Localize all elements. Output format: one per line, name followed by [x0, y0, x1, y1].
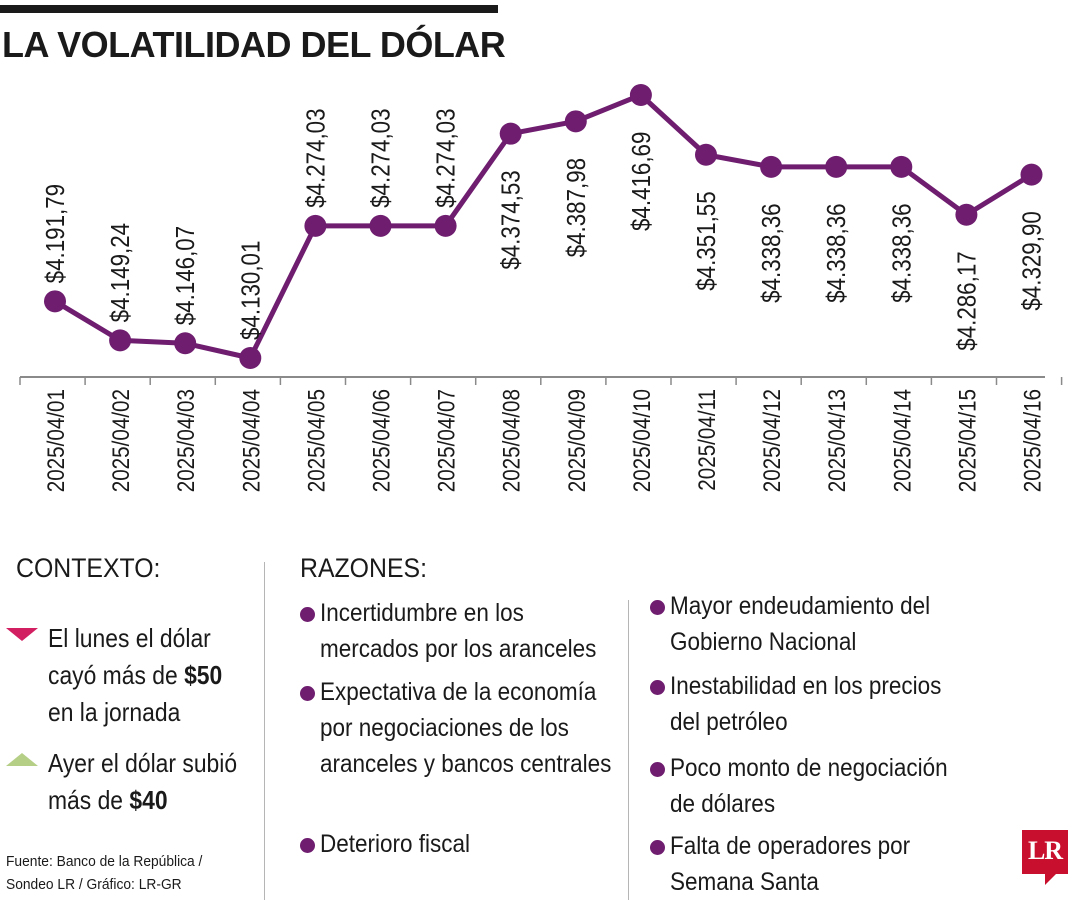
data-point	[174, 332, 197, 355]
bullet-dot-icon	[650, 600, 665, 615]
data-label: $4.351,55	[692, 191, 721, 290]
data-point	[825, 155, 848, 178]
data-label: $4.149,24	[107, 223, 136, 322]
lr-logo-tail	[1045, 873, 1057, 885]
data-label: $4.274,03	[432, 108, 461, 207]
contexto-heading: CONTEXTO:	[16, 553, 161, 583]
bullet-dot-icon	[650, 840, 665, 855]
x-tick-label: 2025/04/07	[433, 389, 460, 492]
x-tick-label: 2025/04/01	[43, 389, 70, 492]
data-point	[629, 84, 652, 106]
x-tick-label: 2025/04/12	[759, 389, 786, 492]
data-point	[499, 122, 522, 145]
lr-logo: LR	[1022, 830, 1068, 874]
x-tick-label: 2025/04/15	[954, 389, 981, 492]
data-point	[434, 214, 457, 237]
data-label: $4.416,69	[627, 132, 656, 231]
x-tick-label: 2025/04/02	[108, 389, 135, 492]
data-point	[1020, 163, 1043, 186]
data-label: $4.338,36	[888, 203, 917, 302]
x-tick-label: 2025/04/16	[1019, 389, 1046, 492]
data-label: $4.338,36	[758, 203, 787, 302]
context-item-down: El lunes el dólar cayó más de $50 en la …	[6, 620, 256, 730]
x-tick-label: 2025/04/06	[368, 389, 395, 492]
chart-title: LA VOLATILIDAD DEL DÓLAR	[2, 24, 506, 65]
data-point	[44, 290, 66, 313]
context-text-down: El lunes el dólar cayó más de $50 en la …	[48, 623, 223, 727]
divider-right	[628, 600, 629, 900]
bullet-dot-icon	[650, 680, 665, 695]
x-tick-label: 2025/04/13	[824, 389, 851, 492]
context-item-up: Ayer el dólar subió más de $40	[6, 745, 256, 825]
data-label: $4.274,03	[367, 108, 396, 207]
data-point	[239, 347, 262, 369]
razones-heading: RAZONES:	[300, 553, 427, 583]
x-tick-label: 2025/04/08	[498, 389, 525, 492]
x-tick-label: 2025/04/11	[694, 389, 721, 491]
data-point	[695, 143, 717, 166]
context-text-up: Ayer el dólar subió más de $40	[48, 748, 238, 815]
data-point	[955, 203, 978, 226]
data-point	[760, 155, 783, 178]
data-label: $4.130,01	[237, 241, 266, 340]
data-point	[304, 214, 327, 237]
bullet-dot-icon	[300, 607, 315, 622]
data-label: $4.191,79	[41, 184, 70, 283]
data-label: $4.274,03	[302, 108, 331, 207]
data-label: $4.286,17	[953, 251, 982, 350]
data-label: $4.329,90	[1018, 211, 1047, 310]
data-label: $4.146,07	[172, 226, 201, 325]
data-point	[890, 155, 913, 178]
x-tick-label: 2025/04/09	[563, 389, 590, 492]
data-label: $4.374,53	[497, 170, 526, 269]
data-point	[564, 110, 587, 133]
bullet-dot-icon	[650, 762, 665, 777]
x-tick-label: 2025/04/03	[173, 389, 200, 492]
divider-left	[264, 562, 265, 900]
data-label: $4.338,36	[823, 203, 852, 302]
data-point	[369, 214, 392, 237]
triangle-up-icon	[6, 753, 38, 766]
top-rule	[0, 5, 498, 13]
series-line	[53, 92, 1033, 361]
triangle-down-icon	[6, 628, 38, 641]
data-point	[109, 329, 132, 352]
x-tick-label: 2025/04/10	[628, 389, 655, 492]
bullet-dot-icon	[300, 686, 315, 701]
bullet-dot-icon	[300, 838, 315, 853]
x-tick-label: 2025/04/14	[889, 389, 916, 492]
data-label: $4.387,98	[562, 158, 591, 257]
x-tick-label: 2025/04/05	[303, 389, 330, 492]
line-chart: $4.191,79 $4.149,24 $4.146,07 $4.130,01 $4.2…	[19, 84, 1063, 492]
source-note: Fuente: Banco de la República / Sondeo L…	[6, 853, 203, 893]
x-tick-label: 2025/04/04	[238, 389, 265, 492]
